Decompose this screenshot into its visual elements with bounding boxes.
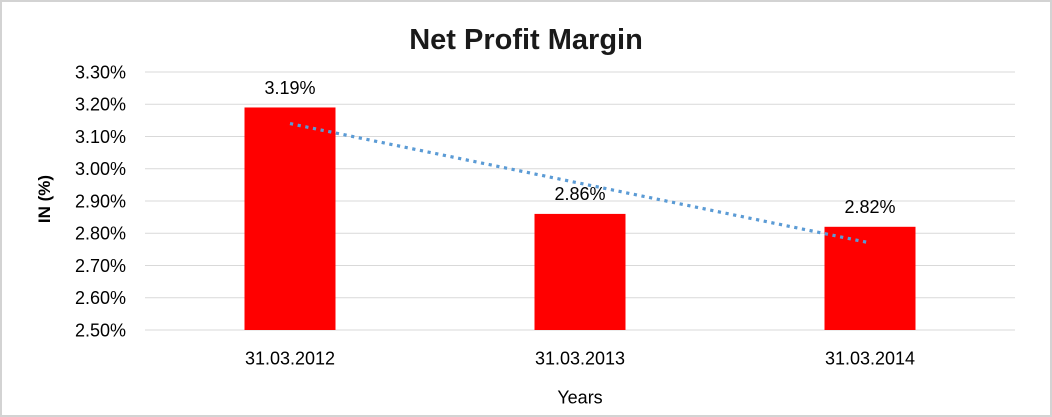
y-tick-label: 2.80% [75,224,126,244]
chart-title: Net Profit Margin [409,24,643,56]
x-category-label: 31.03.2012 [245,348,335,368]
y-tick-label: 2.70% [75,256,126,276]
bar-data-label: 2.86% [554,184,605,204]
x-category-label: 31.03.2014 [825,348,915,368]
y-axis-title: IN (%) [35,174,54,224]
x-axis-title: Years [557,387,603,408]
bar-data-label: 2.82% [844,197,895,217]
y-tick-label: 3.30% [75,62,126,82]
bar-data-label: 3.19% [264,78,315,98]
x-category-label: 31.03.2013 [535,348,625,368]
y-tick-label: 3.20% [75,95,126,115]
y-tick-label: 3.00% [75,159,126,179]
y-tick-label: 2.90% [75,191,126,211]
bar [824,226,916,330]
y-tick-label: 2.50% [75,320,126,340]
y-tick-label: 3.10% [75,127,126,147]
bar [244,107,336,330]
bar [534,213,626,330]
trendline [289,122,871,245]
y-tick-label: 2.60% [75,288,126,308]
